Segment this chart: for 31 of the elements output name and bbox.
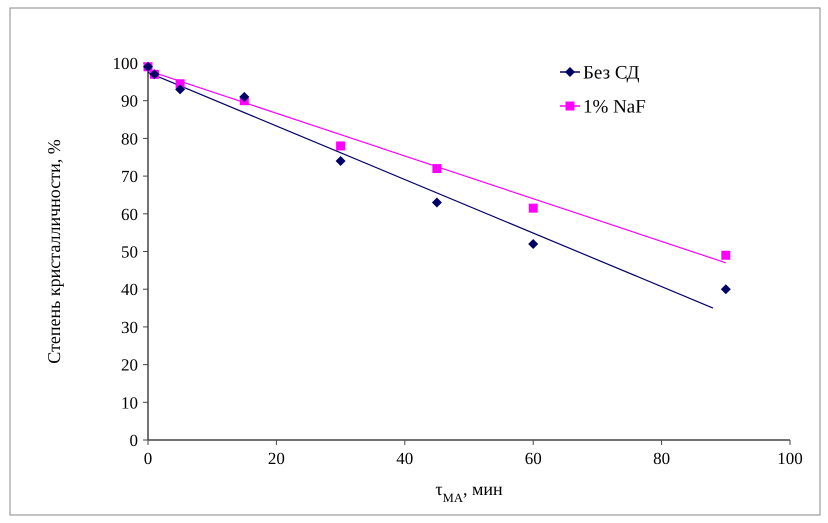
point — [239, 92, 250, 102]
point — [432, 164, 442, 174]
y-tick-label: 30 — [121, 318, 138, 337]
x-tick-label: 40 — [396, 449, 414, 468]
point — [336, 156, 346, 166]
point — [432, 197, 442, 208]
x-tick-label: 20 — [268, 449, 285, 468]
legend-label: 1% NaF — [583, 96, 646, 118]
point — [528, 204, 538, 213]
y-tick-label: 70 — [121, 167, 138, 186]
y-tick-label: 20 — [121, 356, 138, 375]
point — [175, 84, 186, 94]
y-tick-label: 50 — [121, 242, 138, 262]
x-tick-label: 0 — [144, 449, 152, 468]
y-tick-label: 60 — [121, 204, 138, 224]
point — [721, 250, 730, 260]
x-tick-label: 100 — [777, 449, 803, 468]
point — [528, 238, 538, 249]
y-axis-title: Степень кристалличности, % — [44, 139, 64, 364]
y-tick-label: 0 — [130, 430, 138, 450]
point — [720, 284, 731, 294]
x-tick-label: 80 — [653, 449, 670, 468]
x-tick-label: 60 — [524, 449, 542, 468]
point — [336, 141, 346, 150]
y-tick-label: 80 — [121, 129, 138, 148]
y-tick-label: 10 — [121, 393, 138, 412]
y-tick-label: 90 — [121, 92, 138, 111]
legend-label: Без СД — [583, 62, 640, 84]
y-tick-label: 40 — [121, 280, 138, 300]
y-tick-label: 100 — [112, 54, 138, 73]
x-axis-title: τ$_{МА}$, мин — [435, 479, 503, 505]
